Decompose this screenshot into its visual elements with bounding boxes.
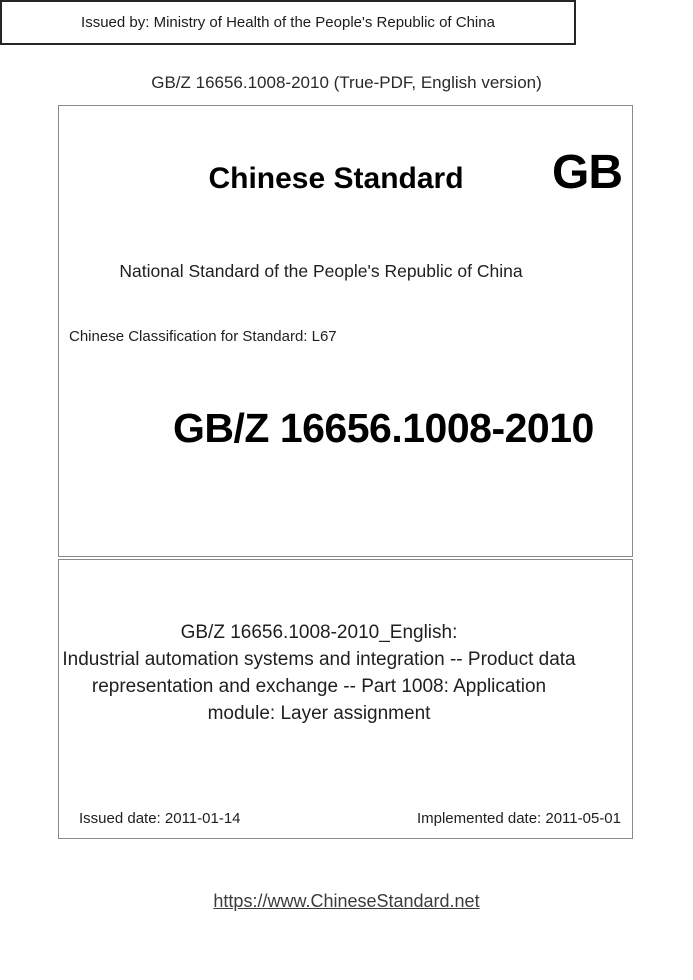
document-header-title: GB/Z 16656.1008-2010 (True-PDF, English …: [151, 73, 542, 92]
website-link[interactable]: https://www.ChineseStandard.net: [213, 891, 480, 911]
standard-number: GB/Z 16656.1008-2010: [173, 405, 594, 451]
brand-title: Chinese Standard: [208, 162, 464, 195]
issuer-box: Issued by: Ministry of Health of the Peo…: [0, 0, 576, 45]
english-title-line: representation and exchange -- Part 1008…: [91, 676, 547, 697]
dates-row: Issued date: 2011-01-14 Implemented date…: [79, 810, 621, 827]
gb-logo: GB: [552, 146, 623, 199]
issued-by-text: Issued by: Ministry of Health of the Peo…: [81, 14, 495, 31]
classification-line: Chinese Classification for Standard: L67: [69, 328, 337, 345]
english-title-line: Industrial automation systems and integr…: [62, 649, 576, 670]
english-title-line: module: Layer assignment: [207, 703, 431, 724]
cover-box: Chinese Standard GB National Standard of…: [58, 105, 633, 557]
issued-date: Issued date: 2011-01-14: [79, 810, 241, 827]
implemented-date: Implemented date: 2011-05-01: [416, 810, 621, 827]
footer: https://www.ChineseStandard.net: [0, 891, 693, 912]
english-title-line: GB/Z 16656.1008-2010_English:: [180, 622, 458, 643]
national-standard-line: National Standard of the People's Republ…: [119, 261, 523, 281]
english-title-block: GB/Z 16656.1008-2010_English: Industrial…: [38, 619, 600, 727]
detail-box: GB/Z 16656.1008-2010_English: Industrial…: [58, 559, 633, 839]
